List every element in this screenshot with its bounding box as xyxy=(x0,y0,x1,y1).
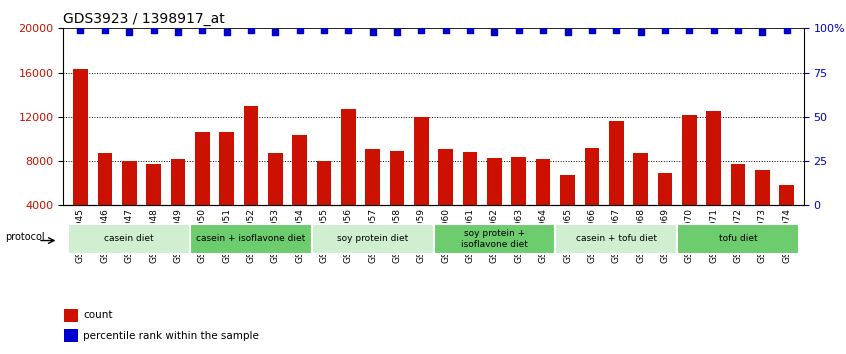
Bar xyxy=(555,224,677,254)
Text: soy protein diet: soy protein diet xyxy=(337,234,409,244)
Bar xyxy=(195,132,210,250)
Bar xyxy=(122,161,136,250)
Text: casein + isoflavone diet: casein + isoflavone diet xyxy=(196,234,305,244)
Bar xyxy=(244,106,258,250)
Bar xyxy=(312,224,433,254)
Point xyxy=(146,27,160,33)
Point xyxy=(293,27,306,33)
Point xyxy=(123,29,136,35)
Point xyxy=(390,29,404,35)
Point xyxy=(464,27,477,33)
Point xyxy=(707,27,721,33)
Bar xyxy=(171,159,185,250)
Bar xyxy=(634,153,648,250)
Point xyxy=(755,29,769,35)
Bar xyxy=(536,159,551,250)
Bar xyxy=(69,224,190,254)
Point xyxy=(439,27,453,33)
Bar xyxy=(512,156,526,250)
Bar xyxy=(657,173,673,250)
Bar xyxy=(365,149,380,250)
Point xyxy=(195,27,209,33)
Point xyxy=(512,27,525,33)
Bar xyxy=(316,161,332,250)
Bar xyxy=(268,153,283,250)
Text: protocol: protocol xyxy=(5,232,45,242)
Bar xyxy=(731,164,745,250)
Bar xyxy=(677,224,799,254)
Point xyxy=(658,27,672,33)
Bar xyxy=(64,309,78,322)
Text: GDS3923 / 1398917_at: GDS3923 / 1398917_at xyxy=(63,12,225,26)
Point xyxy=(342,27,355,33)
Bar xyxy=(190,224,312,254)
Text: casein diet: casein diet xyxy=(104,234,154,244)
Point xyxy=(634,29,647,35)
Bar xyxy=(682,115,696,250)
Point xyxy=(731,27,744,33)
Point xyxy=(561,29,574,35)
Bar xyxy=(97,153,113,250)
Text: percentile rank within the sample: percentile rank within the sample xyxy=(84,331,260,341)
Point xyxy=(98,27,112,33)
Point xyxy=(268,29,282,35)
Point xyxy=(415,27,428,33)
Bar xyxy=(293,135,307,250)
Bar xyxy=(755,170,770,250)
Bar xyxy=(560,176,574,250)
Point xyxy=(171,29,184,35)
Text: casein + tofu diet: casein + tofu diet xyxy=(575,234,656,244)
Point xyxy=(366,29,380,35)
Point xyxy=(683,27,696,33)
Bar xyxy=(74,69,88,250)
Bar xyxy=(146,164,161,250)
Bar xyxy=(64,329,78,342)
Point xyxy=(220,29,233,35)
Bar xyxy=(341,109,355,250)
Point xyxy=(536,27,550,33)
Bar xyxy=(463,152,477,250)
Point xyxy=(74,27,87,33)
Bar xyxy=(219,132,233,250)
Point xyxy=(585,27,599,33)
Bar xyxy=(609,121,624,250)
Text: soy protein +
isoflavone diet: soy protein + isoflavone diet xyxy=(461,229,528,249)
Bar xyxy=(414,117,429,250)
Bar xyxy=(779,185,794,250)
Point xyxy=(244,27,258,33)
Point xyxy=(609,27,623,33)
Text: tofu diet: tofu diet xyxy=(718,234,757,244)
Bar xyxy=(487,158,502,250)
Bar xyxy=(706,111,721,250)
Bar xyxy=(438,149,453,250)
Bar xyxy=(433,224,555,254)
Bar xyxy=(390,151,404,250)
Bar xyxy=(585,148,599,250)
Point xyxy=(317,27,331,33)
Point xyxy=(487,29,501,35)
Point xyxy=(780,27,794,33)
Text: count: count xyxy=(84,310,113,320)
